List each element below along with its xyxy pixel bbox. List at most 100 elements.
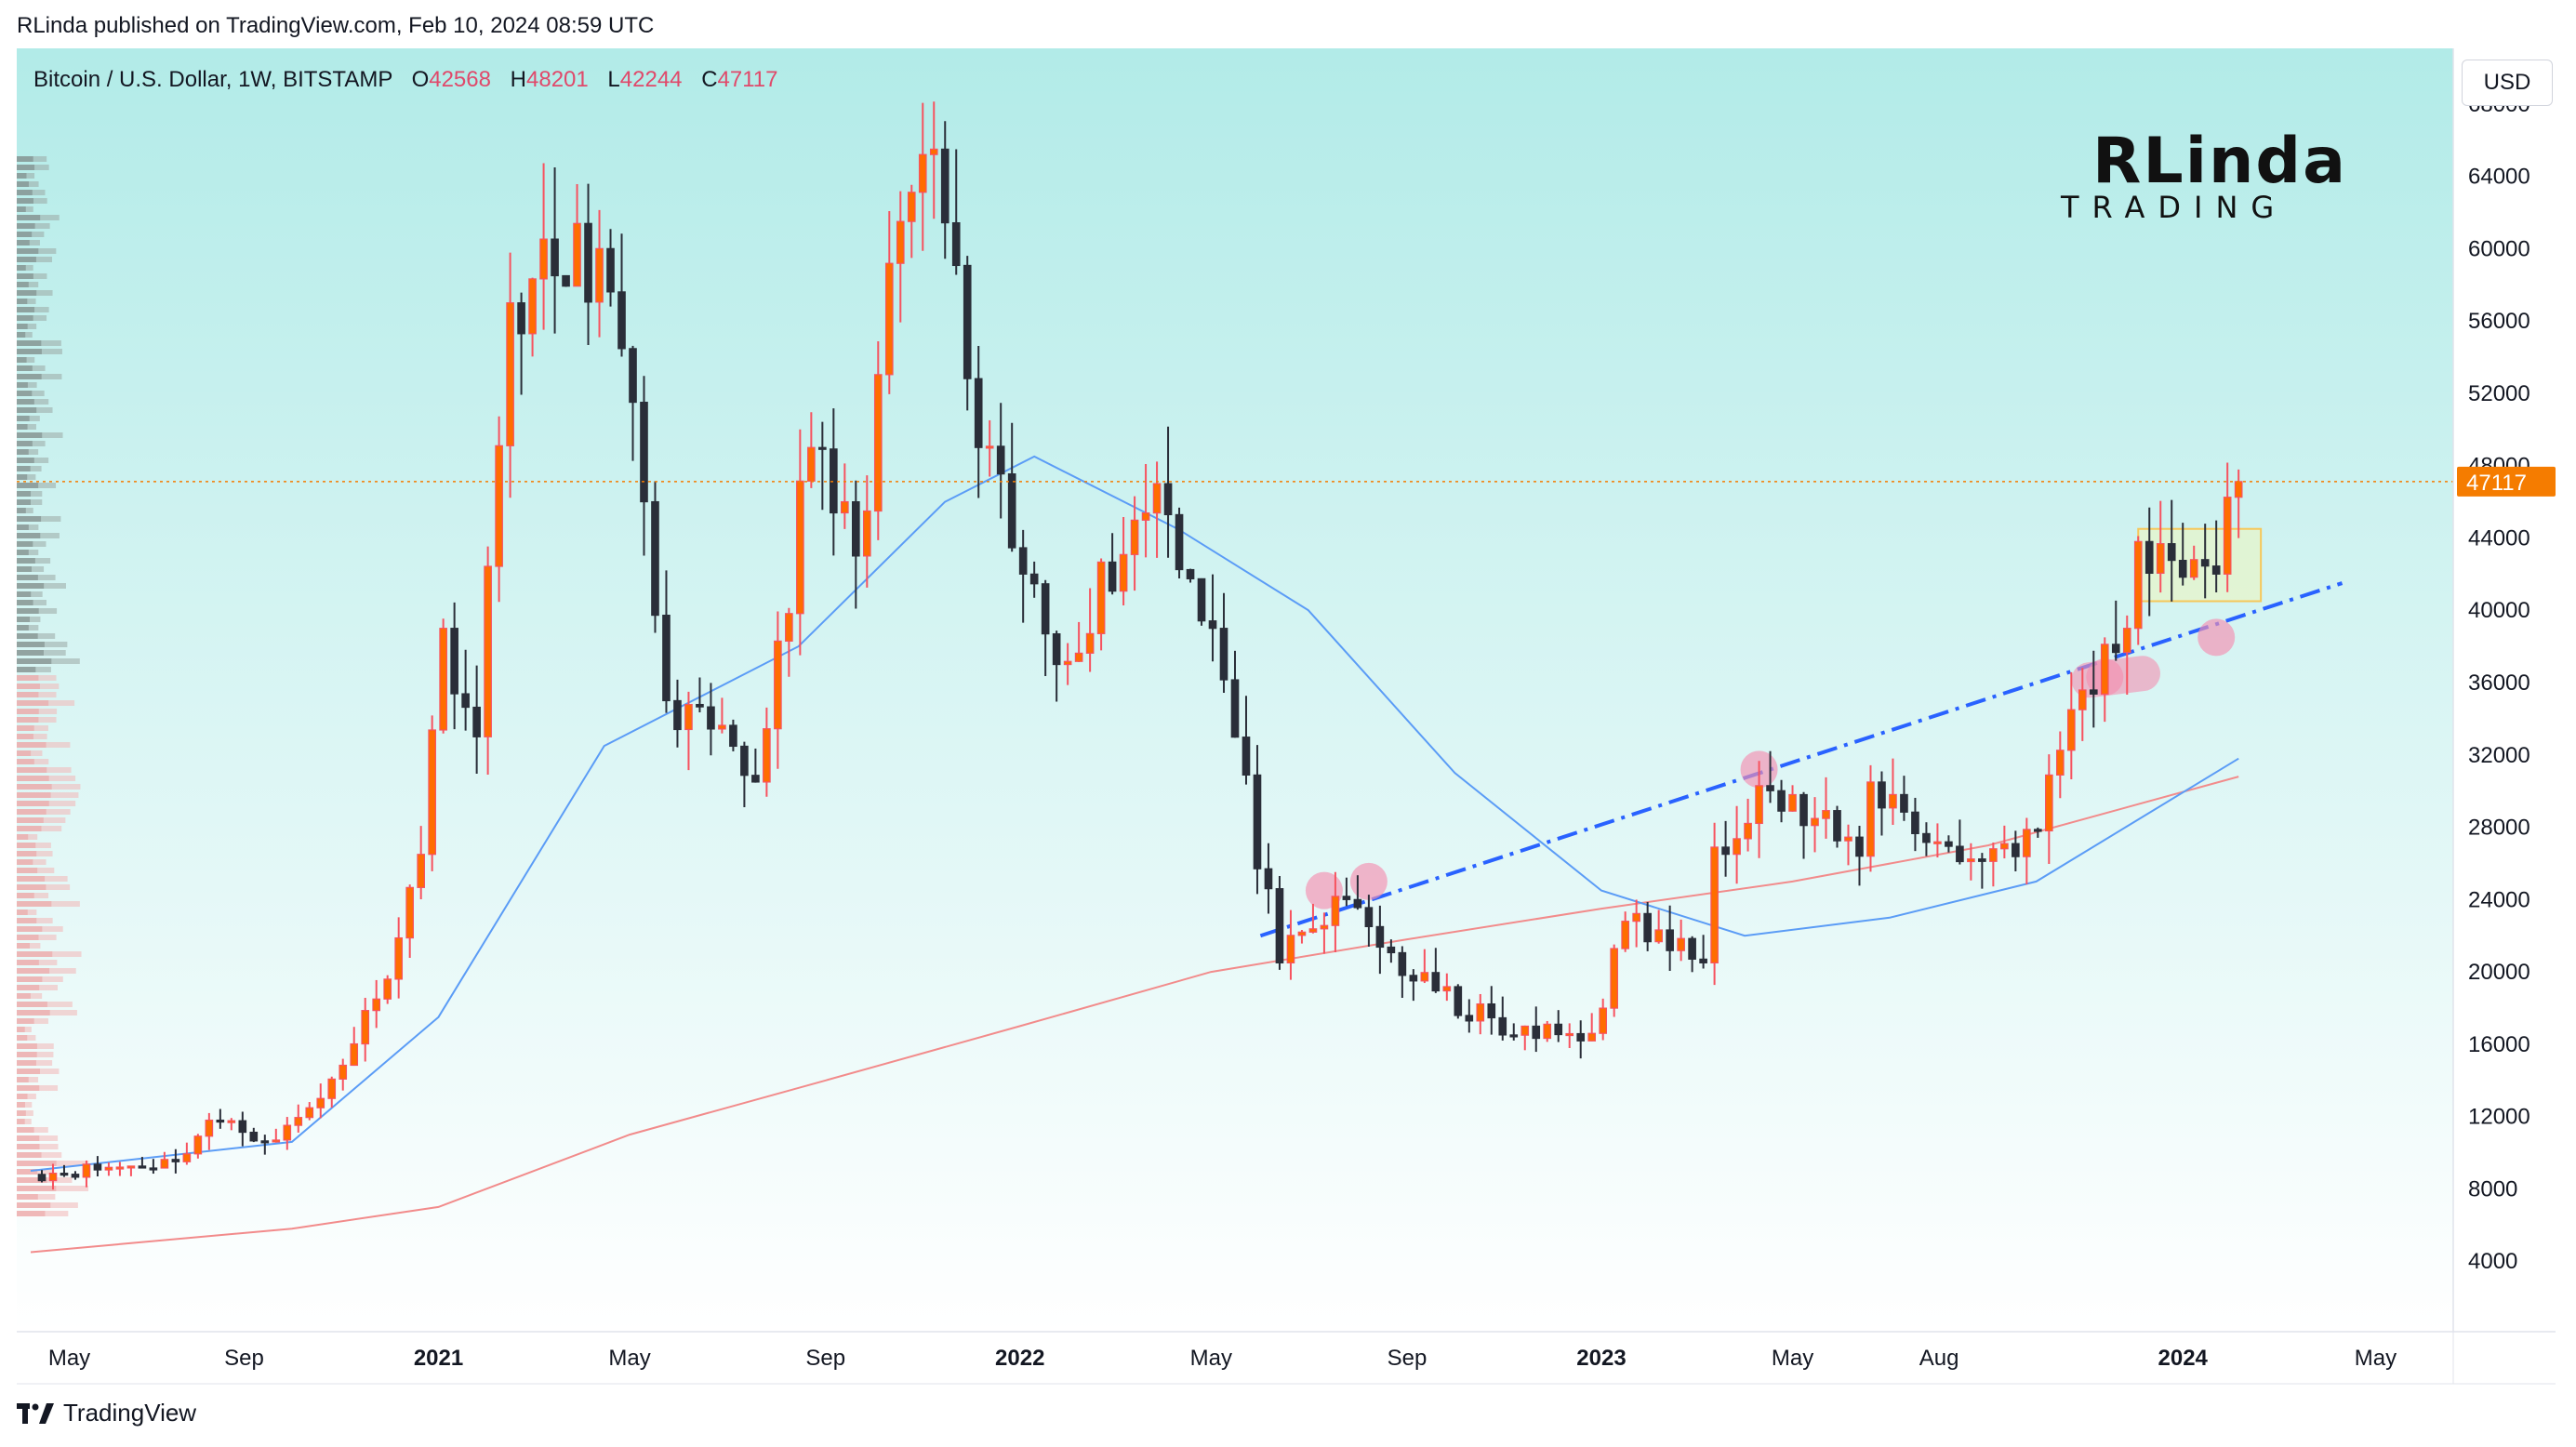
candle[interactable]: [1308, 903, 1318, 934]
candle[interactable]: [1375, 905, 1385, 975]
candle[interactable]: [1733, 805, 1741, 884]
candle[interactable]: [1074, 621, 1083, 662]
candle[interactable]: [171, 1148, 180, 1174]
candle[interactable]: [1933, 823, 1942, 858]
candle[interactable]: [327, 1076, 337, 1108]
candle[interactable]: [1007, 422, 1016, 552]
candle[interactable]: [1565, 1023, 1574, 1049]
candle[interactable]: [1018, 529, 1028, 623]
candle[interactable]: [2100, 637, 2109, 723]
last-price-badge[interactable]: [2457, 466, 2556, 497]
candle[interactable]: [1643, 901, 1652, 951]
candle[interactable]: [93, 1156, 102, 1176]
candle[interactable]: [740, 741, 749, 808]
candle[interactable]: [929, 101, 938, 219]
candle[interactable]: [985, 419, 994, 477]
candle[interactable]: [1721, 820, 1730, 877]
candle[interactable]: [785, 607, 793, 677]
candle[interactable]: [1911, 797, 1919, 852]
candle[interactable]: [294, 1104, 303, 1133]
candle[interactable]: [573, 183, 581, 287]
candle[interactable]: [2066, 671, 2076, 780]
candle[interactable]: [1275, 876, 1284, 970]
candle[interactable]: [1610, 944, 1619, 1017]
candle[interactable]: [316, 1083, 325, 1119]
candle[interactable]: [1108, 533, 1117, 595]
candle[interactable]: [160, 1151, 169, 1169]
candle[interactable]: [339, 1058, 348, 1091]
candle[interactable]: [1409, 969, 1418, 1002]
candle[interactable]: [249, 1127, 259, 1143]
candle[interactable]: [1398, 946, 1407, 999]
footer-brand[interactable]: TradingView: [17, 1399, 196, 1427]
candle[interactable]: [1052, 631, 1061, 702]
candle[interactable]: [818, 421, 827, 511]
symbol-legend[interactable]: Bitcoin / U.S. Dollar, 1W, BITSTAMP O425…: [33, 67, 778, 93]
candle[interactable]: [996, 403, 1005, 519]
candle[interactable]: [1119, 516, 1128, 606]
candle[interactable]: [71, 1171, 80, 1180]
candle[interactable]: [1688, 936, 1696, 973]
candle[interactable]: [1956, 819, 1964, 865]
candle[interactable]: [1744, 798, 1752, 852]
candle[interactable]: [562, 274, 570, 287]
candle[interactable]: [305, 1102, 314, 1121]
candle[interactable]: [350, 1027, 359, 1067]
candle[interactable]: [1342, 877, 1351, 907]
candle[interactable]: [2012, 830, 2020, 871]
candle[interactable]: [1085, 588, 1095, 672]
candle[interactable]: [1242, 696, 1251, 785]
candle[interactable]: [205, 1112, 214, 1150]
candle[interactable]: [951, 149, 961, 275]
candle[interactable]: [260, 1135, 270, 1155]
candle[interactable]: [1498, 996, 1507, 1041]
candle[interactable]: [1978, 853, 1986, 889]
candle[interactable]: [1543, 1020, 1552, 1042]
candle[interactable]: [862, 475, 871, 588]
candle[interactable]: [528, 277, 537, 357]
candle[interactable]: [383, 975, 392, 1004]
candle[interactable]: [940, 121, 949, 259]
candle[interactable]: [1364, 895, 1374, 947]
candle[interactable]: [1152, 461, 1162, 558]
candle[interactable]: [1141, 464, 1150, 558]
candle[interactable]: [1900, 776, 1908, 821]
candle[interactable]: [1554, 1010, 1563, 1042]
candle[interactable]: [1286, 909, 1295, 980]
candle[interactable]: [461, 649, 470, 731]
candle[interactable]: [193, 1134, 203, 1159]
candle[interactable]: [1186, 568, 1195, 583]
candle[interactable]: [884, 210, 894, 394]
candle[interactable]: [684, 691, 693, 771]
candle[interactable]: [1699, 935, 1707, 969]
candle[interactable]: [696, 677, 704, 713]
candle[interactable]: [517, 292, 525, 395]
candle[interactable]: [149, 1159, 158, 1175]
candle[interactable]: [1230, 650, 1240, 738]
candle[interactable]: [1208, 574, 1217, 662]
candle[interactable]: [37, 1170, 46, 1183]
candle[interactable]: [1331, 871, 1340, 952]
candle[interactable]: [1866, 764, 1875, 872]
candle[interactable]: [651, 481, 659, 633]
candle[interactable]: [1197, 577, 1206, 626]
candle[interactable]: [662, 570, 671, 713]
candle[interactable]: [272, 1128, 281, 1143]
candle[interactable]: [873, 340, 883, 540]
candle[interactable]: [1811, 797, 1819, 853]
candle[interactable]: [841, 463, 849, 529]
candle[interactable]: [405, 884, 415, 958]
candle[interactable]: [1520, 1025, 1530, 1051]
candle[interactable]: [126, 1165, 136, 1176]
candle[interactable]: [1442, 973, 1452, 1002]
candle[interactable]: [896, 191, 905, 323]
candle[interactable]: [2078, 668, 2087, 741]
currency-button[interactable]: USD: [2462, 60, 2553, 106]
candle[interactable]: [718, 697, 726, 734]
candle[interactable]: [1922, 822, 1931, 856]
candle[interactable]: [963, 256, 972, 411]
candle[interactable]: [1822, 777, 1830, 839]
candle[interactable]: [506, 252, 514, 498]
candle[interactable]: [138, 1157, 147, 1169]
